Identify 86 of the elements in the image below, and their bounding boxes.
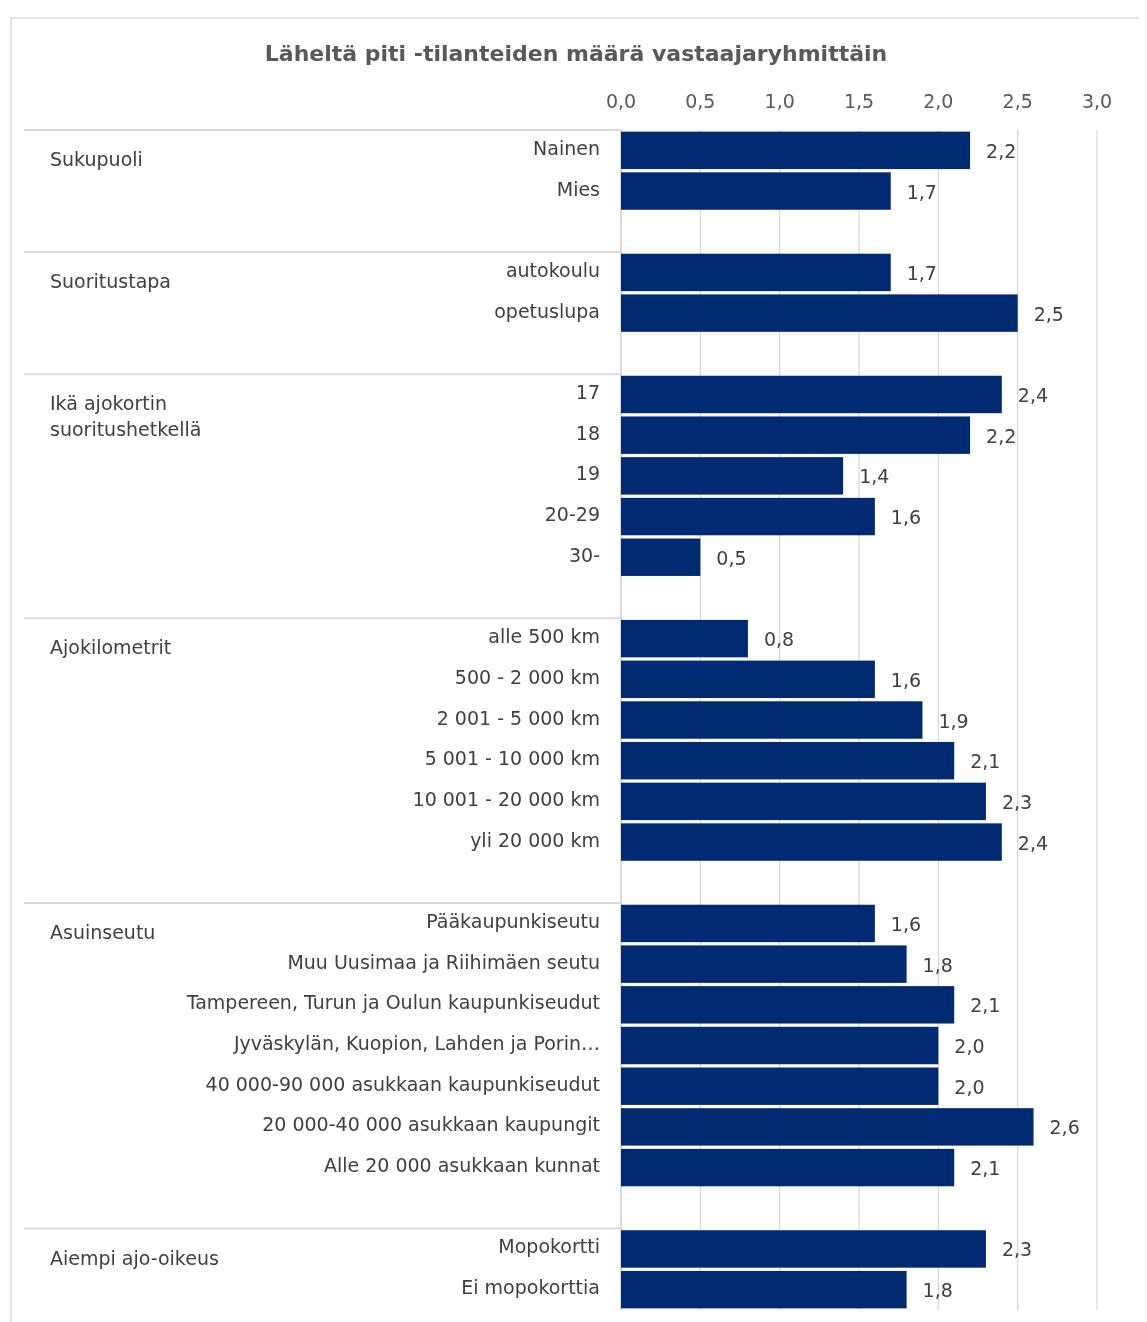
x-tick-label: 0,0	[605, 90, 637, 112]
data-label: 2,3	[1001, 790, 1033, 813]
data-label: 2,1	[970, 750, 1001, 773]
bar	[621, 131, 971, 170]
text: Suoritustapa	[50, 270, 172, 293]
bar	[621, 1230, 986, 1268]
data-label: 1,6	[890, 912, 922, 935]
y-tick-label: 17	[575, 380, 600, 403]
bar	[621, 1108, 1034, 1146]
bar	[621, 904, 875, 943]
x-tick-label: 1,5	[843, 90, 875, 112]
y-tick-label: autokoulu	[505, 258, 600, 281]
bar	[621, 416, 971, 454]
text: Aiempi ajo-oikeus	[50, 1246, 219, 1269]
data-label: 1,7	[906, 180, 937, 203]
bar	[621, 375, 1002, 414]
y-tick-label: Pääkaupunkiseutu	[426, 909, 600, 932]
y-tick-label: Tampereen, Turun ja Oulun kaupunkiseudut	[185, 991, 600, 1014]
y-tick-label: yli 20 000 km	[470, 828, 600, 851]
data-label: 1,9	[938, 709, 969, 732]
y-tick-label: 5 001 - 10 000 km	[424, 747, 600, 770]
y-tick-label: Muu Uusimaa ja Riihimäen seutu	[287, 950, 600, 973]
y-tick-label: Mies	[556, 177, 600, 200]
data-label: 1,8	[922, 953, 953, 976]
y-tick-label: Ei mopokorttia	[461, 1276, 600, 1299]
bar	[621, 497, 875, 536]
y-tick-label: Mopokortti	[498, 1235, 600, 1258]
y-tick-label: 19	[575, 462, 600, 485]
data-label: 2,0	[954, 1035, 985, 1058]
y-tick-label: Alle 20 000 asukkaan kunnat	[323, 1154, 600, 1177]
data-label: 2,6	[1049, 1116, 1080, 1139]
data-label: 1,8	[922, 1279, 953, 1302]
text: Ajokilometrit	[50, 636, 172, 659]
bar	[621, 172, 891, 210]
data-label: 1,7	[906, 261, 937, 284]
y-tick-label: 2 001 - 5 000 km	[436, 706, 600, 729]
data-label: 2,0	[954, 1075, 985, 1098]
data-label: 2,4	[1017, 383, 1049, 406]
data-label: 2,4	[1017, 831, 1049, 854]
x-tick-label: 3,0	[1081, 90, 1113, 112]
bar	[621, 945, 907, 983]
x-tick-label: 0,5	[685, 90, 716, 112]
y-tick-label: 18	[575, 421, 600, 444]
bar	[621, 457, 844, 495]
bar	[621, 1148, 955, 1187]
data-label: 0,5	[716, 546, 747, 569]
data-label: 1,6	[890, 506, 922, 529]
bar	[621, 701, 923, 739]
y-tick-label: Jyväskylän, Kuopion, Lahden ja Porin…	[232, 1032, 600, 1055]
y-tick-label: opetuslupa	[494, 299, 600, 322]
x-tick-label: 1,0	[764, 90, 795, 112]
text: Sukupuoli	[50, 148, 143, 170]
text: Ikä ajokortin suoritushetkellä	[50, 392, 202, 441]
chart-title: Läheltä piti -tilanteiden määrä vastaajaryhmittäin	[264, 41, 888, 66]
bar	[621, 741, 955, 780]
bar	[621, 538, 701, 576]
y-tick-label: 30-	[568, 543, 600, 566]
data-label: 1,6	[890, 668, 922, 691]
bar	[621, 619, 748, 658]
text: Asuinseutu	[50, 921, 156, 944]
y-tick-label: alle 500 km	[488, 625, 600, 648]
data-label: 2,1	[970, 1157, 1001, 1180]
bar	[621, 986, 955, 1024]
y-tick-label: 20-29	[544, 503, 600, 526]
x-tick-label: 2,5	[1002, 90, 1033, 112]
bar	[621, 1270, 907, 1309]
bar	[621, 823, 1002, 861]
x-tick-label: 2,0	[923, 90, 954, 112]
y-tick-label: 10 001 - 20 000 km	[412, 787, 600, 810]
y-tick-label: Nainen	[533, 136, 600, 159]
bar	[621, 1067, 939, 1105]
data-label: 2,3	[1001, 1238, 1033, 1261]
data-label: 2,2	[986, 139, 1017, 162]
bar	[621, 782, 986, 821]
data-label: 2,1	[970, 994, 1001, 1017]
y-tick-label: 40 000-90 000 asukkaan kaupunkiseudut	[205, 1072, 600, 1095]
data-label: 2,2	[986, 424, 1017, 447]
y-tick-label: 500 - 2 000 km	[454, 665, 600, 688]
data-label: 1,4	[859, 465, 890, 488]
bar	[621, 1026, 939, 1065]
y-tick-label: 20 000-40 000 asukkaan kaupungit	[262, 1113, 600, 1136]
data-label: 2,5	[1033, 302, 1064, 325]
bar	[621, 660, 875, 699]
bar	[621, 253, 891, 292]
bar	[621, 294, 1018, 332]
data-label: 0,8	[763, 628, 795, 651]
